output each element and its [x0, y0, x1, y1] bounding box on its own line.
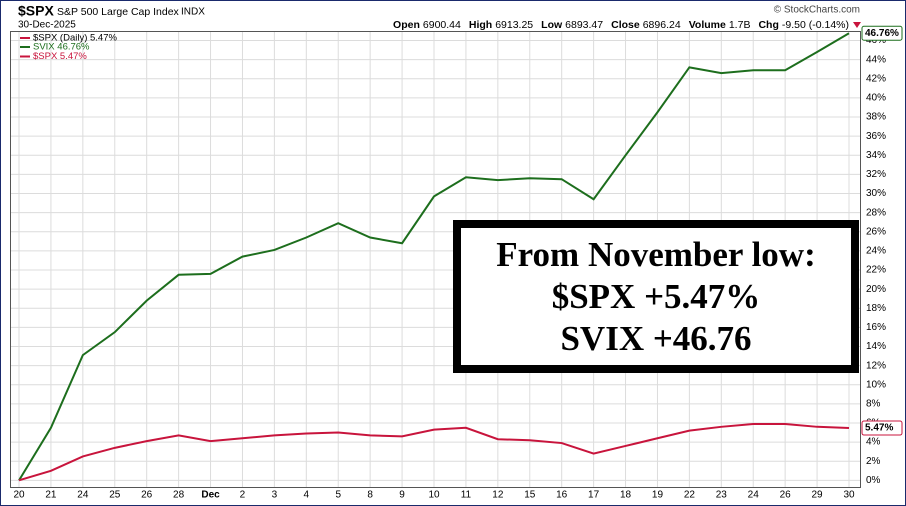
y-tick-label: 2%	[866, 456, 881, 467]
series-line	[18, 422, 850, 482]
x-tick-label: 4	[304, 490, 310, 501]
x-tick-label: 16	[556, 490, 568, 501]
quote-value: 6913.25	[495, 19, 533, 31]
date: 30-Dec-2025	[18, 20, 76, 31]
plot	[18, 32, 850, 482]
y-tick-label: 26%	[866, 226, 886, 237]
x-tick-label: 2	[240, 490, 246, 501]
x-tick-label: 19	[652, 490, 664, 501]
y-tick-label: 38%	[866, 112, 886, 123]
y-tick-label: 42%	[866, 73, 886, 84]
y-tick-label: 28%	[866, 207, 886, 218]
symbol: $SPX	[18, 3, 54, 19]
quote-label: Open	[393, 19, 420, 31]
quote-label: Chg	[758, 19, 778, 31]
x-tick-label: 3	[272, 490, 278, 501]
x-tick-label: Dec	[201, 490, 220, 501]
quote-value: 6896.24	[643, 19, 681, 31]
y-tick-label: 10%	[866, 379, 886, 390]
x-tick-label: 26	[780, 490, 792, 501]
x-tick-label: 22	[684, 490, 696, 501]
end-label-box	[861, 420, 903, 436]
x-tick-label: 25	[109, 490, 121, 501]
x-tick-label: 28	[173, 490, 185, 501]
x-tick-label: 5	[335, 490, 341, 501]
x-tick-label: 15	[524, 490, 536, 501]
y-tick-label: 44%	[866, 54, 886, 65]
end-label-box	[861, 25, 903, 41]
y-tick-label: 0%	[866, 475, 881, 486]
legend-label: $SPX 5.47%	[33, 51, 87, 62]
y-tick-label: 16%	[866, 322, 886, 333]
y-tick-label: 8%	[866, 399, 881, 410]
y-tick-label: 34%	[866, 150, 886, 161]
y-tick-label: 18%	[866, 303, 886, 314]
plot-frame	[10, 31, 861, 488]
quote-label: Close	[611, 19, 640, 31]
annotation-box	[453, 220, 859, 373]
x-tick-label: 21	[45, 490, 57, 501]
y-tick-label: 4%	[866, 437, 881, 448]
quote-label: Volume	[689, 19, 726, 31]
y-tick-label: 12%	[866, 360, 886, 371]
x-tick-label: 18	[620, 490, 632, 501]
annotation: From November low:	[496, 235, 815, 274]
x-tick-label: 24	[77, 490, 89, 501]
legend-price: $SPX (Daily) 5.47%	[33, 33, 118, 44]
quote-value: 6900.44	[423, 19, 461, 31]
x-tick-label: 29	[812, 490, 824, 501]
x-tick-label: 26	[141, 490, 153, 501]
x-tick-label: 8	[367, 490, 373, 501]
credit: © StockCharts.com	[774, 5, 860, 16]
x-tick-label: 23	[716, 490, 728, 501]
x-tick-label: 30	[843, 490, 855, 501]
end-label: 5.47%	[865, 423, 893, 434]
y-tick-label: 20%	[866, 284, 886, 295]
quote-label: Low	[541, 19, 563, 31]
y-tick-label: 24%	[866, 246, 886, 257]
quote-value: 6893.47	[565, 19, 603, 31]
y-tick-label: 32%	[866, 169, 886, 180]
quote-value: 1.7B	[729, 19, 751, 31]
series-line	[18, 32, 850, 481]
legend-label: SVIX 46.76%	[33, 42, 90, 53]
x-tick-label: 11	[461, 490, 472, 501]
exchange: INDX	[181, 7, 205, 18]
y-tick-label: 22%	[866, 265, 886, 276]
x-tick-label: 12	[492, 490, 504, 501]
x-tick-label: 9	[399, 490, 405, 501]
y-tick-label: 14%	[866, 341, 886, 352]
x-tick-label: 17	[588, 490, 600, 501]
change-arrow	[853, 22, 861, 28]
end-label: 46.76%	[865, 28, 899, 39]
x-tick-label: 20	[13, 490, 25, 501]
quote-value: -9.50 (-0.14%)	[782, 19, 849, 31]
quote: Open 6900.44 High 6913.25 Low 6893.47 Close 689…	[393, 19, 849, 31]
description: S&P 500 Large Cap Index	[57, 6, 180, 18]
y-tick-label: 30%	[866, 188, 886, 199]
x-tick-label: 10	[428, 490, 440, 501]
y-tick-label: 36%	[866, 131, 886, 142]
x-tick-label: 24	[748, 490, 760, 501]
y-tick-label: 40%	[866, 93, 886, 104]
quote-label: High	[469, 19, 492, 31]
annotation: $SPX +5.47%	[552, 277, 761, 316]
annotation: SVIX +46.76	[560, 319, 751, 358]
